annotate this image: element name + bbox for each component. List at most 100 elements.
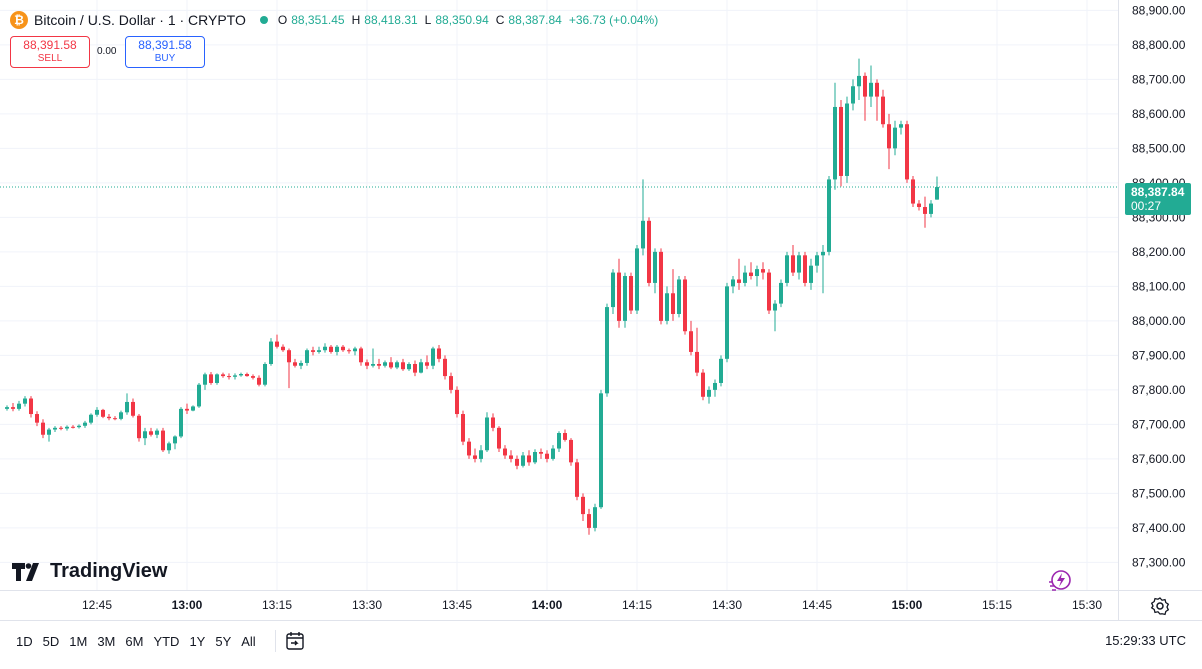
calendar-icon[interactable]: [284, 630, 306, 652]
candle-body: [413, 364, 417, 373]
candle-body: [809, 265, 813, 283]
y-tick-label: 88,000.00: [1132, 314, 1186, 328]
x-tick-label: 14:15: [622, 598, 652, 612]
y-tick-label: 87,900.00: [1132, 348, 1186, 362]
x-tick-label: 13:45: [442, 598, 472, 612]
candle-body: [647, 220, 651, 283]
candle-body: [833, 106, 837, 180]
candle-body: [335, 346, 339, 352]
candle-body: [227, 376, 231, 378]
candle-body: [725, 286, 729, 359]
candle-body: [281, 346, 285, 351]
candle-body: [773, 303, 777, 311]
open-value: 88,351.45: [291, 13, 345, 27]
candle-body: [185, 408, 189, 411]
candle-body: [791, 255, 795, 273]
flash-icon[interactable]: [1047, 568, 1073, 594]
candle-body: [905, 124, 909, 180]
range-5d[interactable]: 5D: [42, 633, 60, 649]
utc-clock[interactable]: 15:29:33 UTC: [1105, 633, 1186, 648]
y-tick-label: 88,200.00: [1132, 245, 1186, 259]
candle-body: [677, 279, 681, 314]
range-1y[interactable]: 1Y: [189, 633, 206, 649]
candle-body: [497, 427, 501, 449]
candle-body: [125, 401, 129, 413]
candle-body: [527, 455, 531, 463]
candle-body: [803, 255, 807, 283]
ohlc-values: O 88,351.45 H 88,418.31 L 88,350.94 C 88,387…: [278, 13, 661, 27]
buy-button[interactable]: 88,391.58 BUY: [125, 36, 205, 68]
candle-body: [5, 407, 9, 409]
y-tick-label: 87,700.00: [1132, 417, 1186, 431]
sell-button[interactable]: 88,391.58 SELL: [10, 36, 90, 68]
candle-body: [329, 346, 333, 352]
y-tick-label: 87,500.00: [1132, 486, 1186, 500]
candle-body: [209, 374, 213, 383]
candle-body: [149, 431, 153, 435]
high-key: H: [351, 13, 361, 27]
bitcoin-icon: ₿: [10, 11, 28, 29]
close-key: C: [495, 13, 505, 27]
sell-label: SELL: [37, 53, 63, 64]
y-tick-label: 88,100.00: [1132, 279, 1186, 293]
tradingview-logo[interactable]: TradingView: [12, 560, 167, 583]
candle-body: [887, 124, 891, 149]
candle-body: [929, 203, 933, 214]
candlestick-chart[interactable]: 88,900.00 88,800.00 88,700.00 88,600.00 88,5…: [0, 0, 1202, 620]
range-ytd[interactable]: YTD: [153, 633, 180, 649]
y-tick-label: 88,500.00: [1132, 141, 1186, 155]
candle-body: [383, 362, 387, 366]
candle-body: [83, 422, 87, 426]
candle-body: [533, 451, 537, 463]
candle-body: [893, 127, 897, 149]
candle-body: [749, 272, 753, 277]
spread-value: 0.00: [97, 46, 117, 57]
buy-price: 88,391.58: [138, 38, 192, 52]
candle-body: [311, 350, 315, 352]
candle-body: [557, 433, 561, 449]
candle-body: [569, 439, 573, 463]
candle-body: [119, 412, 123, 419]
candle-body: [203, 374, 207, 385]
settings-icon[interactable]: [1150, 596, 1170, 616]
candle-body: [539, 451, 543, 454]
candle-body: [215, 374, 219, 383]
range-all[interactable]: All: [241, 633, 256, 649]
candle-body: [659, 251, 663, 321]
candle-body: [323, 346, 327, 351]
range-1d[interactable]: 1D: [16, 633, 33, 649]
low-value: 88,350.94: [435, 13, 489, 27]
y-tick-label: 87,800.00: [1132, 383, 1186, 397]
candle-body: [479, 450, 483, 459]
range-5y[interactable]: 5Y: [215, 633, 232, 649]
y-tick-label: 87,400.00: [1132, 521, 1186, 535]
candle-body: [737, 279, 741, 283]
candle-body: [455, 389, 459, 415]
bottom-toolbar: 1D 5D 1M 3M 6M YTD 1Y 5Y All 15:29:33 UT…: [0, 620, 1202, 661]
y-tick-label: 88,600.00: [1132, 107, 1186, 121]
range-6m[interactable]: 6M: [125, 633, 144, 649]
range-1m[interactable]: 1M: [69, 633, 88, 649]
candle-body: [419, 362, 423, 373]
candle-body: [131, 401, 135, 416]
candle-body: [839, 106, 843, 176]
candle-body: [593, 507, 597, 528]
candle-body: [47, 429, 51, 435]
candle-body: [923, 207, 927, 214]
candle-body: [155, 430, 159, 435]
market-status-dot[interactable]: [259, 16, 268, 24]
range-3m[interactable]: 3M: [97, 633, 116, 649]
candle-body: [389, 362, 393, 368]
candle-body: [233, 375, 237, 377]
symbol-title[interactable]: Bitcoin / U.S. Dollar · 1 · CRYPTO: [34, 12, 246, 28]
candle-body: [545, 453, 549, 459]
candle-body: [107, 416, 111, 419]
candle-body: [35, 414, 39, 423]
candle-body: [617, 272, 621, 321]
candle-body: [731, 279, 735, 287]
tradingview-logo-icon: [12, 562, 39, 581]
candle-body: [341, 346, 345, 351]
y-tick-label: 88,700.00: [1132, 72, 1186, 86]
candle-body: [521, 455, 525, 466]
buy-label: BUY: [154, 53, 176, 64]
